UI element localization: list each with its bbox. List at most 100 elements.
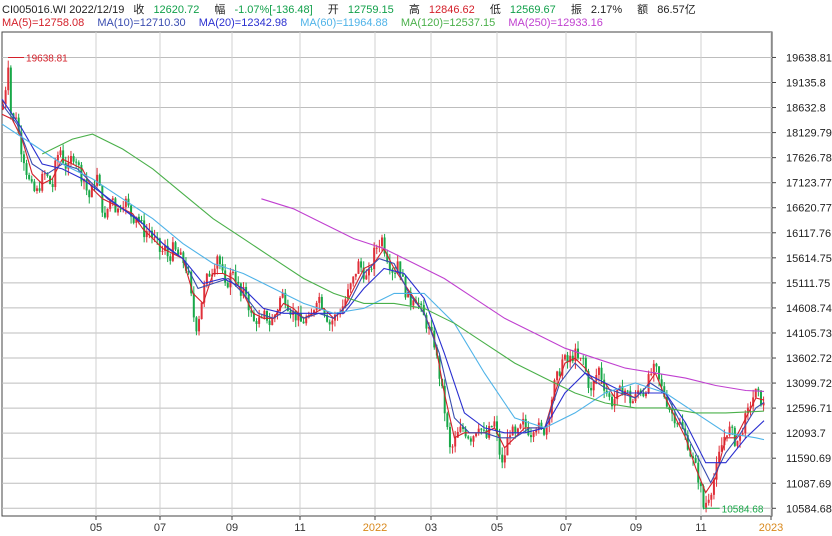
- candle-body: [75, 161, 78, 163]
- candle-body: [15, 117, 18, 119]
- candle-body: [584, 358, 587, 372]
- candle-body: [655, 363, 658, 367]
- candle-body: [326, 314, 329, 322]
- candle-body: [106, 208, 109, 218]
- candle-body: [556, 371, 559, 381]
- candle-body: [407, 291, 410, 298]
- candle-body: [412, 300, 415, 306]
- candle-body: [637, 390, 640, 395]
- low-value: 12569.67: [509, 4, 556, 16]
- candle-body: [741, 433, 744, 435]
- candle-body: [590, 387, 593, 391]
- candle-body: [169, 256, 172, 261]
- candle-body: [561, 359, 564, 376]
- y-tick-label: 17626.78: [786, 153, 832, 165]
- candle-body: [448, 426, 451, 448]
- candle-body: [148, 230, 151, 232]
- candle-body: [642, 393, 645, 397]
- candle-body: [164, 245, 167, 251]
- candle-body: [43, 173, 46, 175]
- candle-body: [90, 185, 93, 198]
- amplitude-value: 2.17%: [590, 4, 623, 16]
- candle-body: [28, 174, 31, 180]
- candle-body: [718, 451, 721, 464]
- candle-body: [177, 249, 180, 255]
- candle-body: [456, 431, 459, 438]
- candle-body: [749, 406, 752, 408]
- candle-body: [124, 198, 127, 207]
- candle-body: [430, 326, 433, 331]
- candle-body: [271, 318, 274, 326]
- candle-body: [469, 438, 472, 442]
- candle-body: [616, 389, 619, 400]
- x-tick-label: 2022: [363, 522, 387, 534]
- low-marker-label: 10584.68: [722, 504, 764, 515]
- ma60-legend: MA(60)=11964.88: [300, 17, 388, 29]
- y-tick-label: 11087.69: [786, 478, 831, 490]
- candle-body: [697, 462, 700, 483]
- candle-body: [577, 348, 580, 359]
- candle-body: [401, 274, 404, 277]
- candle-body: [234, 271, 237, 282]
- candle-body: [592, 380, 595, 391]
- candle-body: [746, 407, 749, 414]
- x-tick-label: 11: [695, 522, 706, 534]
- candle-body: [493, 421, 496, 427]
- candle-body: [140, 220, 143, 222]
- candle-body: [203, 284, 206, 303]
- candle-body: [519, 424, 522, 429]
- change-value: -1.07%[-136.48]: [234, 4, 313, 16]
- candle-body: [566, 355, 569, 363]
- candle-body: [488, 426, 491, 438]
- candle-body: [77, 162, 80, 165]
- candle-body: [495, 421, 498, 435]
- candle-body: [281, 292, 284, 298]
- candle-body: [543, 427, 546, 435]
- candle-body: [699, 482, 702, 487]
- candle-body: [550, 399, 553, 418]
- candle-body: [72, 156, 75, 162]
- candle-body: [744, 413, 747, 434]
- candle-body: [631, 401, 634, 404]
- candle-body: [621, 386, 624, 396]
- candle-body: [208, 273, 211, 277]
- candle-body: [184, 262, 187, 271]
- candle-body: [232, 271, 235, 273]
- candle-body: [511, 426, 514, 436]
- candle-body: [454, 437, 457, 447]
- candle-body: [503, 455, 506, 463]
- candle-body: [658, 366, 661, 380]
- candle-body: [7, 67, 10, 91]
- ma5-legend: MA(5)=12758.08: [2, 17, 85, 29]
- candle-body: [367, 268, 370, 276]
- candle-body: [587, 371, 590, 388]
- candle-body: [459, 426, 462, 432]
- candle-body: [153, 237, 156, 239]
- ma250-legend: MA(250)=12933.16: [508, 17, 603, 29]
- candle-body: [443, 385, 446, 414]
- candle-body: [190, 271, 193, 294]
- candle-body: [302, 321, 305, 324]
- candle-body: [268, 320, 271, 326]
- x-tick-label: 09: [630, 522, 642, 534]
- candle-body: [2, 104, 5, 110]
- candle-body: [117, 208, 120, 213]
- y-tick-label: 14105.73: [786, 328, 832, 340]
- candle-body: [595, 375, 598, 381]
- candle-body: [370, 268, 373, 270]
- high-label: 高 12846.62: [408, 4, 475, 16]
- y-tick-label: 15111.75: [786, 278, 830, 290]
- candle-body: [705, 502, 708, 508]
- y-tick-label: 16117.76: [786, 228, 831, 240]
- candle-body: [739, 434, 742, 441]
- candle-body: [571, 355, 574, 362]
- candle-body: [752, 397, 755, 407]
- candle-body: [600, 367, 603, 380]
- y-tick-label: 11590.69: [786, 453, 831, 465]
- open-value: 12759.15: [347, 4, 394, 16]
- candle-body: [603, 379, 606, 391]
- candle-body: [514, 426, 517, 434]
- candle-body: [733, 427, 736, 446]
- candle-body: [610, 396, 613, 407]
